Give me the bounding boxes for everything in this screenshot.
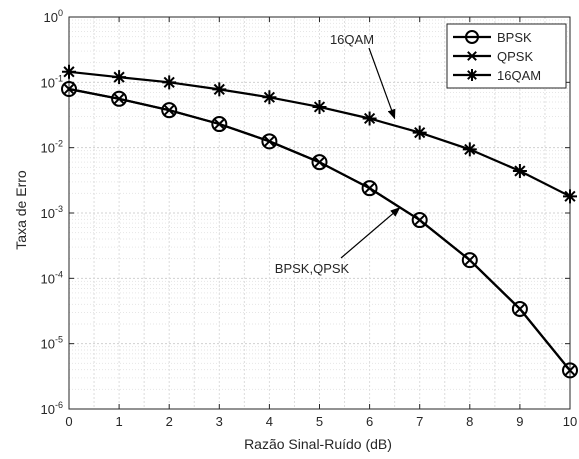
data-point [363,182,376,194]
x-tick-label: 10 [563,414,577,429]
data-point [563,189,577,204]
series-qpsk [63,83,576,376]
x-axis-label: Razão Sinal-Ruído (dB) [244,436,392,452]
legend-entry: 16QAM [453,68,541,83]
data-point [461,252,478,269]
x-tick-label: 2 [166,414,173,429]
data-point [512,163,527,178]
data-point [113,93,125,105]
data-point [262,90,277,105]
x-tick-label: 0 [65,414,72,429]
x-tick-label: 5 [316,414,323,429]
y-tick-label: 10-1 [41,73,63,90]
annotations: 16QAM BPSK,QPSK [275,32,401,276]
legend: BPSK QPSK 16QAM [446,23,567,89]
annotation-arrow [340,207,401,259]
data-point [111,90,128,107]
data-point [464,254,476,266]
data-point [162,75,177,90]
data-point [163,104,175,116]
x-tick-label: 1 [115,414,122,429]
legend-entry: BPSK [453,30,532,45]
data-point [414,214,426,226]
legend-marker [466,69,478,81]
y-axis-label: Taxa de Erro [13,170,29,250]
x-tick-label: 9 [516,414,523,429]
y-axis-ticks: 100 10-1 10-2 10-3 10-4 10-5 10-6 [41,8,570,417]
y-tick-label: 10-5 [41,335,63,352]
data-point [562,362,578,379]
data-point [312,99,327,114]
legend-entry: QPSK [453,49,533,64]
y-tick-label: 10-2 [41,139,63,156]
legend-label: QPSK [497,49,533,64]
x-tick-label: 6 [366,414,373,429]
y-tick-label: 10-3 [41,204,63,221]
series-16qam [62,64,577,204]
y-tick-label: 10-6 [41,400,63,417]
series [61,64,578,379]
data-point [514,303,526,315]
data-point [361,180,378,197]
data-point [213,118,225,130]
data-point [62,64,76,79]
data-point [263,135,276,147]
y-tick-label: 10-4 [41,269,63,286]
x-tick-label: 8 [466,414,473,429]
x-tick-label: 4 [266,414,273,429]
x-tick-label: 3 [216,414,223,429]
data-point [313,156,326,168]
data-point [261,133,278,150]
data-point [61,81,77,98]
legend-marker [467,51,477,61]
legend-label: BPSK [497,30,532,45]
x-tick-label: 7 [416,414,423,429]
data-point [212,82,227,97]
data-point [411,212,428,229]
legend-label: 16QAM [497,68,541,83]
data-point [511,300,528,317]
data-point [311,154,328,171]
data-point [63,83,75,95]
data-point [211,116,228,133]
x-axis-ticks: 0 1 2 3 4 5 6 7 8 9 10 [65,17,577,429]
annotation-label: 16QAM [330,32,374,47]
data-point [564,364,576,376]
data-point [161,102,178,119]
data-point [412,125,427,140]
legend-marker [465,30,479,44]
data-point [462,142,477,157]
data-point [112,70,127,85]
annotation-label: BPSK,QPSK [275,261,350,276]
annotation-arrow [368,47,396,120]
y-tick-label: 100 [44,8,63,25]
data-point [362,111,377,126]
